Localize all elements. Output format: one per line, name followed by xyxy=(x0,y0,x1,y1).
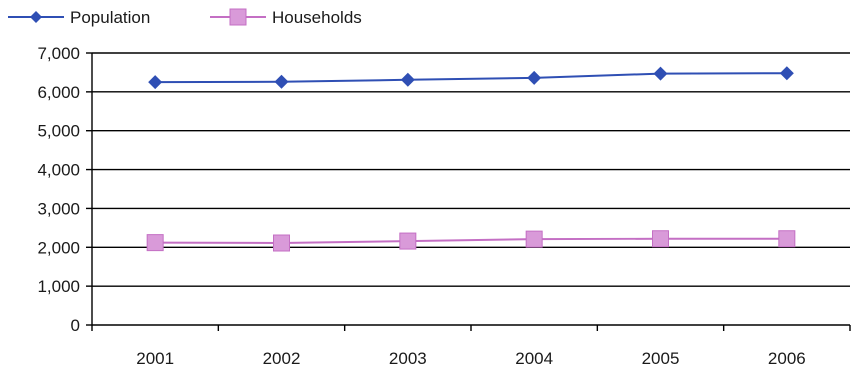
data-point-population xyxy=(779,66,794,81)
legend-item-households: Households xyxy=(210,8,362,27)
y-tick-label: 4,000 xyxy=(37,161,80,180)
legend-item-population: Population xyxy=(8,8,150,27)
data-point-households xyxy=(525,230,543,248)
x-tick-label: 2002 xyxy=(263,349,301,366)
data-point-households xyxy=(652,230,669,248)
y-tick-label: 3,000 xyxy=(37,199,80,218)
legend: Population Households xyxy=(8,8,362,27)
y-axis-tick-labels: 0 1,000 2,000 3,000 4,000 5,000 6,000 7,000 xyxy=(37,44,80,335)
data-point-households xyxy=(778,230,796,248)
y-tick-label: 2,000 xyxy=(37,238,80,257)
x-tick-label: 2005 xyxy=(642,349,680,366)
x-tick-label: 2004 xyxy=(515,349,553,366)
y-tick-label: 6,000 xyxy=(37,83,80,102)
data-point-households xyxy=(399,232,417,250)
series-line-population xyxy=(155,72,787,84)
series-layer xyxy=(146,66,796,252)
y-tick-label: 0 xyxy=(71,316,80,335)
y-tick-label: 5,000 xyxy=(37,122,80,141)
legend-label-households: Households xyxy=(272,8,362,27)
x-tick-label: 2006 xyxy=(768,349,806,366)
y-tick-label: 1,000 xyxy=(37,277,80,296)
y-tick-label: 7,000 xyxy=(37,44,80,63)
x-tick-label: 2001 xyxy=(136,349,174,366)
data-point-population xyxy=(653,66,668,81)
legend-marker-households xyxy=(229,8,247,26)
data-point-population xyxy=(148,75,163,90)
data-point-population xyxy=(274,74,289,89)
x-axis-tick-labels: 2001 2002 2003 2004 2005 2006 xyxy=(136,349,805,366)
data-point-population xyxy=(400,72,415,87)
gridlines xyxy=(86,52,850,326)
axes xyxy=(91,53,851,331)
series-line-households xyxy=(155,237,787,245)
data-point-households xyxy=(273,234,290,252)
legend-label-population: Population xyxy=(70,8,150,27)
x-tick-label: 2003 xyxy=(389,349,427,366)
data-point-population xyxy=(527,70,542,85)
legend-marker-population xyxy=(30,11,42,23)
data-point-households xyxy=(146,234,164,252)
